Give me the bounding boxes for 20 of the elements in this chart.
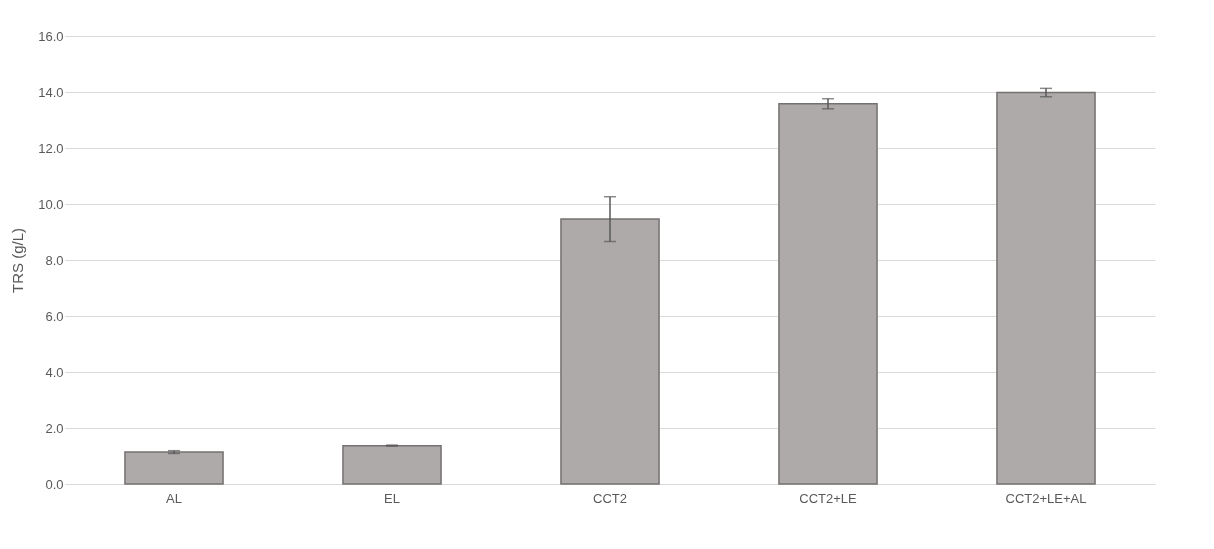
y-tick-label: 0.0 xyxy=(45,476,64,492)
y-tick-label: 4.0 xyxy=(45,364,64,380)
y-tick-label: 12.0 xyxy=(38,140,64,156)
bar xyxy=(778,103,878,485)
x-tick-label: CCT2+LE+AL xyxy=(1005,490,1087,506)
x-tick-label: CCT2+LE xyxy=(799,490,858,506)
y-tick-label: 14.0 xyxy=(38,84,64,100)
x-tick-label: EL xyxy=(384,490,400,506)
bar xyxy=(342,444,442,485)
y-tick-label: 2.0 xyxy=(45,420,64,436)
y-tick-label: 10.0 xyxy=(38,196,64,212)
y-tick-label: 6.0 xyxy=(45,308,64,324)
x-tick-label: CCT2 xyxy=(593,490,627,506)
bar xyxy=(560,218,660,485)
bar xyxy=(996,91,1096,485)
y-tick-label: 16.0 xyxy=(38,28,64,44)
y-tick-label: 8.0 xyxy=(45,252,64,268)
y-axis-title: TRS (g/L) xyxy=(9,227,27,294)
x-tick-label: AL xyxy=(166,490,182,506)
bar xyxy=(124,451,224,485)
